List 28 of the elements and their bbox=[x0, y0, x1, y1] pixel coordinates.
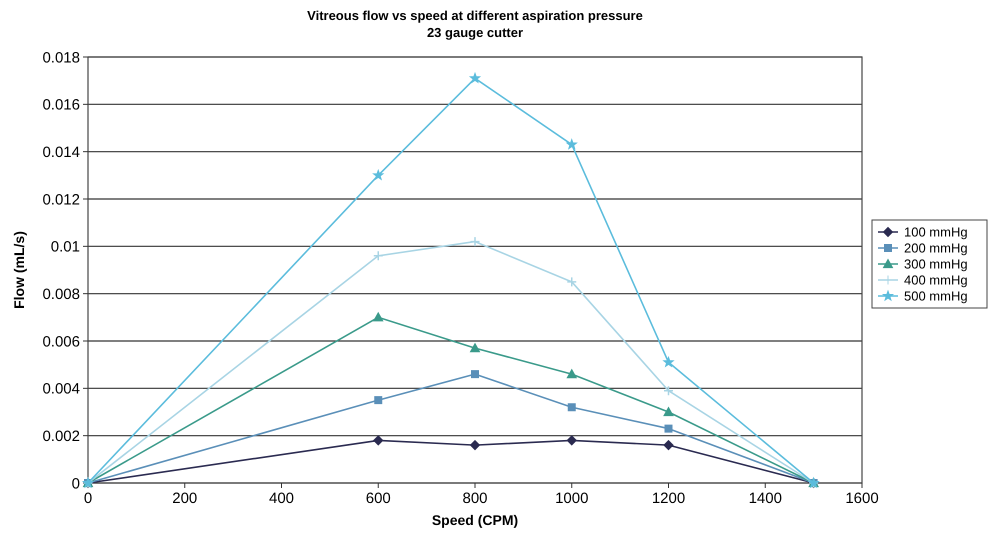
y-tick-label: 0.006 bbox=[42, 333, 80, 350]
x-tick-label: 400 bbox=[268, 490, 294, 507]
y-axis-title: Flow (mL/s) bbox=[11, 231, 27, 309]
x-tick-label: 1400 bbox=[748, 490, 782, 507]
legend-label: 100 mmHg bbox=[904, 224, 968, 240]
x-tick-label: 800 bbox=[462, 490, 488, 507]
x-tick-label: 1000 bbox=[555, 490, 588, 507]
y-tick-label: 0.018 bbox=[42, 49, 80, 66]
y-tick-label: 0.016 bbox=[42, 96, 80, 114]
legend-label: 200 mmHg bbox=[904, 240, 968, 256]
x-tick-label: 1200 bbox=[652, 490, 686, 507]
legend-label: 400 mmHg bbox=[904, 272, 968, 288]
y-tick-label: 0.008 bbox=[42, 286, 80, 303]
x-axis-title: Speed (CPM) bbox=[432, 512, 518, 528]
x-tick-label: 200 bbox=[172, 490, 198, 507]
chart-title: Vitreous flow vs speed at different aspiration pressure bbox=[307, 8, 643, 23]
x-tick-label: 600 bbox=[366, 490, 391, 507]
y-tick-label: 0.012 bbox=[42, 191, 80, 208]
legend-label: 500 mmHg bbox=[904, 288, 968, 304]
x-tick-label: 0 bbox=[84, 490, 92, 507]
x-tick-label: 1600 bbox=[845, 490, 879, 507]
chart-subtitle: 23 gauge cutter bbox=[426, 25, 524, 40]
y-tick-label: 0 bbox=[72, 475, 80, 492]
y-tick-label: 0.004 bbox=[42, 380, 80, 398]
y-tick-label: 0.002 bbox=[42, 428, 80, 445]
y-tick-label: 0.01 bbox=[50, 238, 80, 256]
legend-label: 300 mmHg bbox=[904, 256, 968, 272]
y-tick-label: 0.014 bbox=[42, 144, 80, 161]
